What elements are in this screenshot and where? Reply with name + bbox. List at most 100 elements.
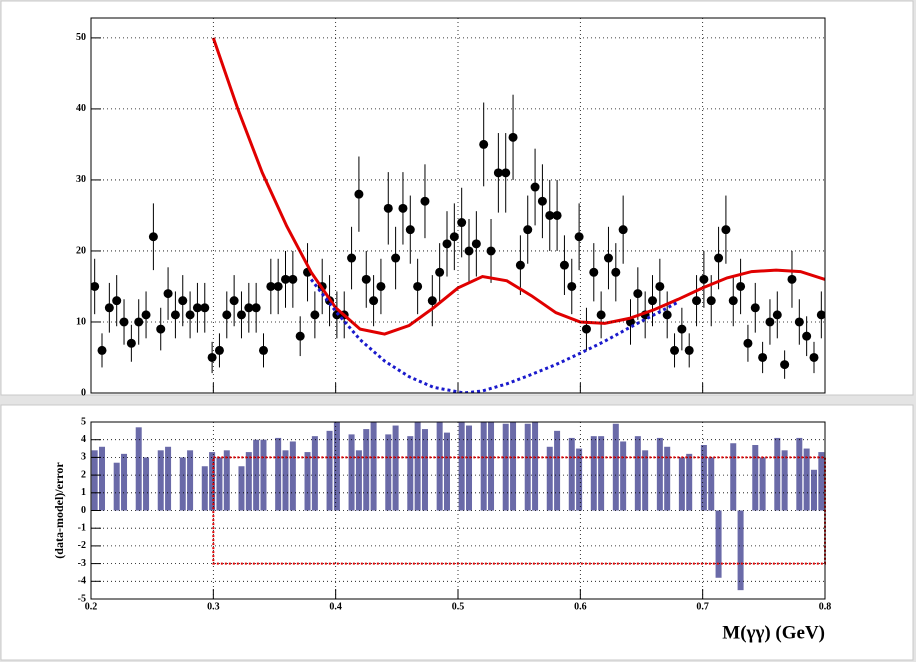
data-point [589, 267, 599, 277]
data-point [758, 352, 768, 362]
data-point [288, 274, 298, 284]
bar [796, 437, 803, 511]
data-point [281, 274, 291, 284]
bar [157, 450, 164, 511]
bar [91, 450, 98, 511]
bar [143, 457, 150, 511]
bar [715, 510, 722, 578]
data-point [479, 139, 489, 149]
data-point [545, 210, 555, 220]
bar [201, 466, 208, 511]
bar [370, 422, 377, 511]
data-point [537, 196, 547, 206]
bar [598, 436, 605, 511]
bar [245, 452, 252, 511]
data-point [714, 253, 724, 263]
bar [179, 457, 186, 511]
bar [700, 445, 707, 511]
y-tick-label: 4 [81, 434, 86, 445]
bar [664, 446, 671, 511]
bar [223, 450, 230, 511]
x-tick-label: 0.8 [819, 601, 832, 612]
data-point [192, 303, 202, 313]
y-tick-label: -1 [78, 522, 86, 533]
data-point [354, 189, 364, 199]
data-point [515, 260, 525, 270]
data-point [772, 310, 782, 320]
bar [678, 457, 685, 511]
bar [135, 427, 142, 511]
data-point [780, 360, 790, 370]
data-point [119, 317, 129, 327]
bar [187, 450, 194, 511]
data-point [567, 281, 577, 291]
data-point [347, 253, 357, 263]
plot-area [91, 422, 825, 591]
data-point [670, 345, 680, 355]
data-point [214, 345, 224, 355]
frame [90, 17, 826, 394]
bar [113, 462, 120, 511]
bar [634, 436, 641, 511]
bar [642, 450, 649, 511]
bar [385, 434, 392, 511]
bar [730, 443, 737, 511]
data-point [802, 331, 812, 341]
x-axis-label: M(γγ) (GeV) [722, 622, 825, 643]
bar [165, 446, 172, 511]
x-tick-label: 0.2 [85, 601, 98, 612]
data-point [501, 168, 511, 178]
bar [612, 423, 619, 511]
y-tick-label: 10 [76, 316, 86, 327]
data-point [207, 352, 217, 362]
data-point [126, 338, 136, 348]
bar [238, 466, 245, 511]
bar [568, 437, 575, 511]
data-point [662, 310, 672, 320]
bar [458, 422, 465, 511]
data-point [361, 274, 371, 284]
data-point [648, 296, 658, 306]
data-point [655, 281, 665, 291]
bar [466, 425, 473, 511]
y-tick-label: 30 [76, 174, 86, 185]
data-point [266, 281, 276, 291]
bar [326, 430, 333, 511]
bar [546, 446, 553, 511]
bar [392, 425, 399, 511]
y-tick-label: 50 [76, 32, 86, 43]
y-tick-label: 3 [81, 452, 86, 463]
data-point [765, 317, 775, 327]
data-point [508, 132, 518, 142]
data-point [185, 310, 195, 320]
data-point [809, 352, 819, 362]
data-point [376, 281, 386, 291]
data-point [222, 310, 232, 320]
data-point [728, 296, 738, 306]
data-point [391, 253, 401, 263]
bar [407, 436, 414, 511]
y-tick-label: -4 [78, 576, 86, 587]
bar [355, 450, 362, 511]
y-tick-label: 2 [81, 469, 86, 480]
bar [737, 510, 744, 591]
data-point [442, 239, 452, 249]
data-point [229, 296, 239, 306]
data-point [427, 296, 437, 306]
data-point [699, 274, 709, 284]
x-tick-label: 0.5 [452, 601, 465, 612]
bar [656, 437, 663, 511]
data-point [493, 168, 503, 178]
y-tick-label: -2 [78, 540, 86, 551]
data-point [787, 274, 797, 284]
data-point [112, 296, 122, 306]
x-tick-label: 0.6 [574, 601, 587, 612]
data-point [457, 218, 467, 228]
bar [209, 452, 216, 511]
data-point [178, 296, 188, 306]
y-tick-label: -5 [78, 593, 86, 604]
x-tick-label: 0.7 [696, 601, 709, 612]
y-axis-label: (data-model)/error [52, 462, 66, 559]
data-point [692, 296, 702, 306]
